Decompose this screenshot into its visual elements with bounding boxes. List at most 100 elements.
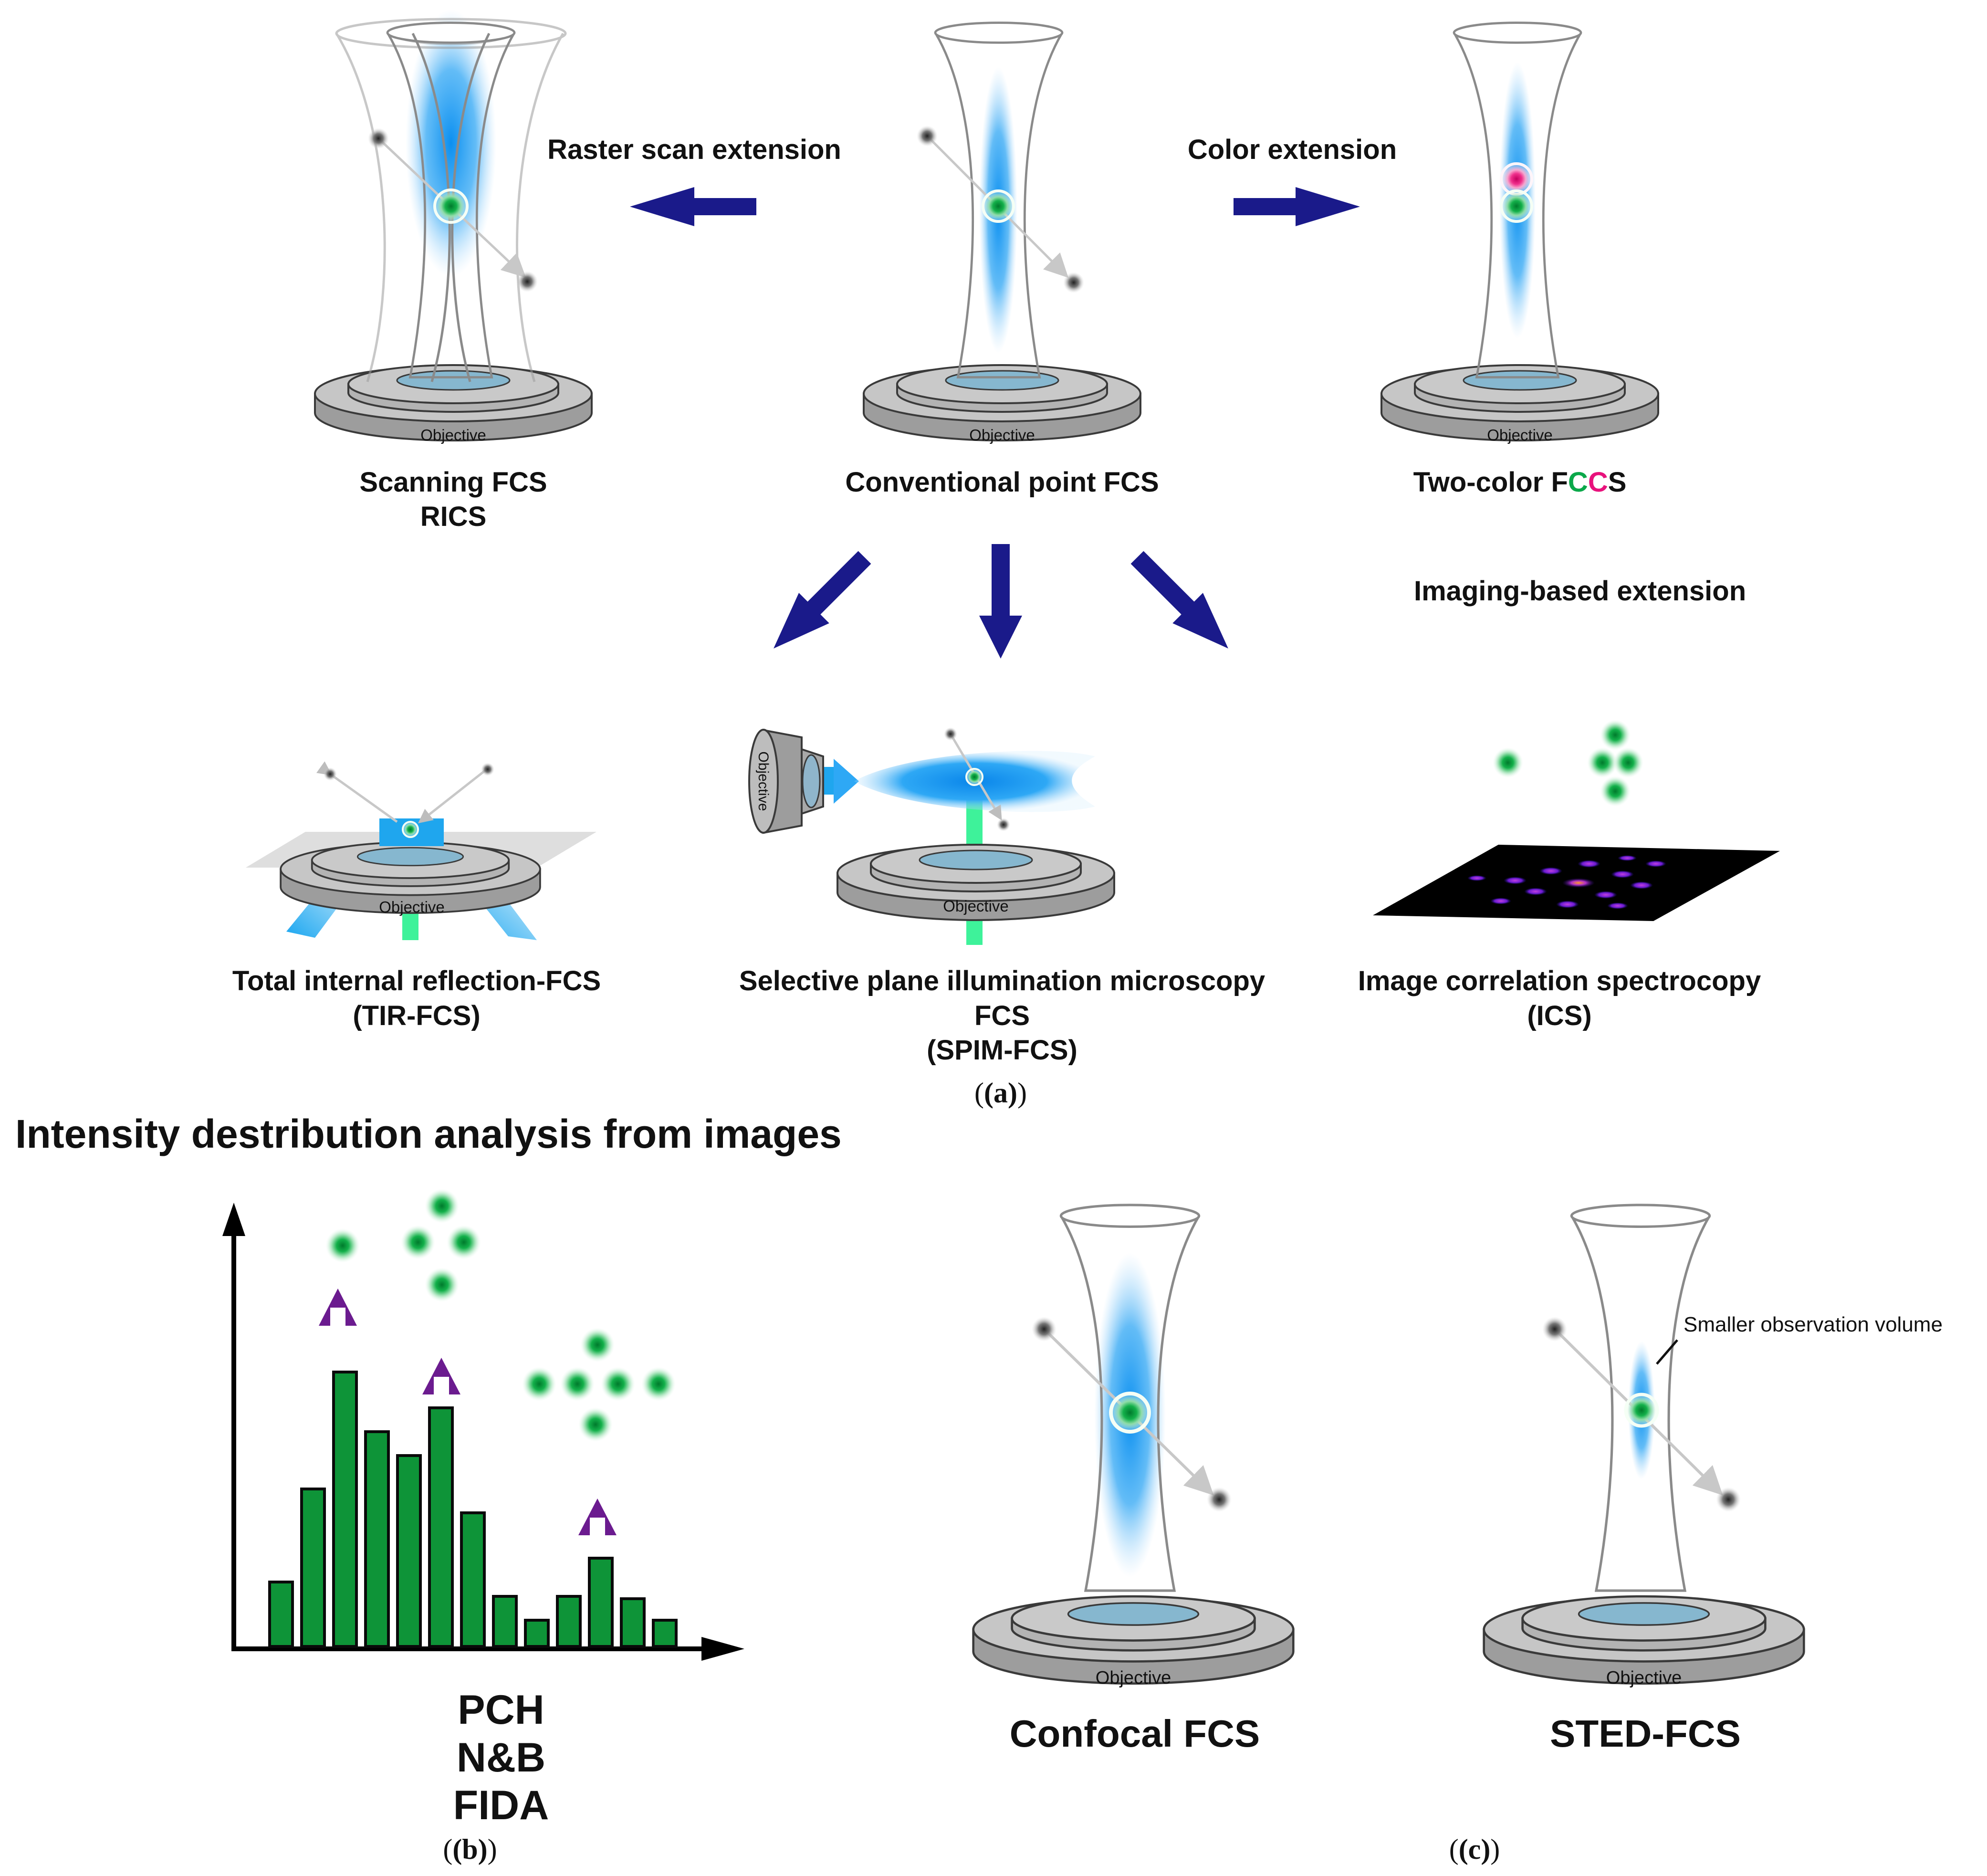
tetramer-dot: [401, 1225, 435, 1259]
method-nb: N&B: [457, 1735, 545, 1781]
panel-a-caption: ((a)): [974, 1077, 1027, 1109]
molecule-dot: [324, 767, 337, 781]
smaller-volume-annotation: Smaller observation volume: [1684, 1313, 1943, 1336]
molecule-dot: [1207, 1487, 1232, 1512]
fluorophore-green: [402, 821, 419, 838]
spim-beam-entry: [834, 759, 859, 804]
two-color-fccs-illustration: Objective: [1380, 23, 1659, 444]
fluorophore-green: [1624, 1393, 1659, 1428]
raster-scan-label: Raster scan extension: [547, 134, 841, 165]
color-extension-label: Color extension: [1188, 134, 1397, 165]
ics-label: Image correlation spectrocopy: [1358, 965, 1761, 996]
y-axis-arrowhead: [222, 1203, 245, 1236]
molecule-cluster-dot: [1600, 720, 1631, 750]
molecule-cluster-dot: [1600, 776, 1631, 807]
fccs-label: Two-color FCCS: [1413, 467, 1627, 498]
histogram-bar-13: [652, 1619, 678, 1648]
multimer-dot: [522, 1367, 556, 1401]
fluorophore-green: [433, 189, 469, 224]
panel-b: Intensity destribution analysis from ima…: [15, 1111, 842, 1865]
fluorophore-green: [982, 189, 1015, 223]
molecule-cluster-dot: [1613, 747, 1643, 778]
histogram-bar-3: [332, 1371, 358, 1648]
histogram-bar-10: [556, 1595, 582, 1648]
scanning-fcs-label: Scanning FCS: [359, 467, 547, 498]
purple-arrow: [319, 1289, 357, 1326]
arrow-to-ics: [1130, 551, 1228, 649]
spim-fcs-abbrev: (SPIM-FCS): [927, 1035, 1077, 1066]
color-extension-arrow: [1234, 187, 1360, 226]
side-objective: Objective: [748, 729, 824, 834]
purple-arrow: [578, 1499, 617, 1535]
arrow-to-tir: [774, 551, 871, 649]
multimer-dot: [641, 1367, 676, 1401]
molecule-cluster-dot: [1587, 747, 1618, 778]
svg-text:Objective: Objective: [755, 751, 771, 811]
monomer-dot: [325, 1228, 360, 1263]
molecule-dot: [944, 727, 957, 741]
molecule-dot: [368, 128, 389, 149]
tir-fcs-label: Total internal reflection-FCS: [232, 965, 601, 996]
histogram: [222, 1203, 744, 1661]
conventional-fcs-label: Conventional point FCS: [845, 467, 1159, 498]
method-fida: FIDA: [453, 1782, 549, 1828]
histogram-bar-7: [460, 1511, 486, 1648]
focal-volume-glow: [406, 10, 496, 277]
x-axis-arrowhead: [701, 1637, 744, 1661]
histogram-bar-2: [300, 1488, 326, 1648]
panel-c-caption: ((c)): [1449, 1834, 1500, 1865]
histogram-bar-9: [524, 1619, 550, 1648]
molecule-dot: [1063, 272, 1084, 293]
scanning-fcs-illustration: Objective: [314, 10, 593, 444]
tetramer-dot: [447, 1225, 481, 1259]
sted-fcs-label: STED-FCS: [1550, 1712, 1741, 1755]
molecule-dot: [917, 126, 938, 147]
molecule-dot: [1716, 1487, 1741, 1512]
molecule-dot: [517, 271, 538, 292]
tetramer-dot: [425, 1268, 459, 1302]
histogram-bar-8: [492, 1595, 518, 1648]
spim-illumination-source: [824, 767, 834, 795]
fluorophore-green: [1109, 1392, 1151, 1434]
molecule-dot: [997, 818, 1010, 831]
histogram-bar-11: [588, 1557, 614, 1648]
diffusion-path: [316, 761, 398, 823]
imaging-extension-arrows: [774, 544, 1228, 659]
fluorophore-green: [1500, 189, 1533, 223]
histogram-bar-5: [396, 1454, 422, 1648]
panel-b-caption: ((b)): [443, 1834, 497, 1865]
conventional-fcs-illustration: Objective: [863, 23, 1141, 444]
annotation-leader-line: [1656, 1339, 1678, 1365]
confocal-fcs-illustration: Objective: [973, 1205, 1294, 1688]
panel-c: Objective Confocal FCS Objective Smaller…: [973, 1205, 1943, 1865]
molecule-dot: [481, 763, 494, 776]
molecule-dot: [1032, 1317, 1056, 1341]
tir-fcs-abbrev: (TIR-FCS): [353, 1000, 480, 1031]
spim-fcs-label: Selective plane illumination microscopy: [739, 965, 1265, 996]
objective-label-confocal: Objective: [1096, 1668, 1171, 1688]
spim-fcs-illustration: Objective Objective: [748, 727, 1115, 945]
objective-label-conventional: Objective: [969, 426, 1035, 444]
molecule-dot: [1542, 1317, 1567, 1341]
panel-b-title: Intensity destribution analysis from ima…: [15, 1111, 842, 1156]
confocal-fcs-label: Confocal FCS: [1010, 1712, 1260, 1755]
objective-label-scanning: Objective: [420, 426, 486, 444]
histogram-bar-6: [428, 1406, 454, 1648]
multimer-dot: [601, 1367, 635, 1401]
histogram-bar-12: [620, 1597, 646, 1648]
fluorophore-green: [965, 768, 983, 786]
arrow-to-spim: [979, 544, 1022, 659]
objective-label-spim: Objective: [943, 897, 1009, 915]
tir-fcs-illustration: Objective: [246, 761, 596, 940]
method-pch: PCH: [458, 1687, 544, 1733]
objective-label-sted: Objective: [1606, 1668, 1682, 1688]
histogram-bar-1: [268, 1581, 294, 1648]
purple-arrow: [422, 1358, 460, 1394]
correlation-peaks: [1467, 855, 1666, 909]
rics-label: RICS: [420, 501, 487, 532]
multimer-dot: [578, 1407, 613, 1442]
diffusion-path: [418, 768, 488, 824]
histogram-bar-4: [364, 1430, 390, 1648]
objective-label-fccs: Objective: [1487, 426, 1553, 444]
histogram-bars: [268, 1371, 678, 1648]
